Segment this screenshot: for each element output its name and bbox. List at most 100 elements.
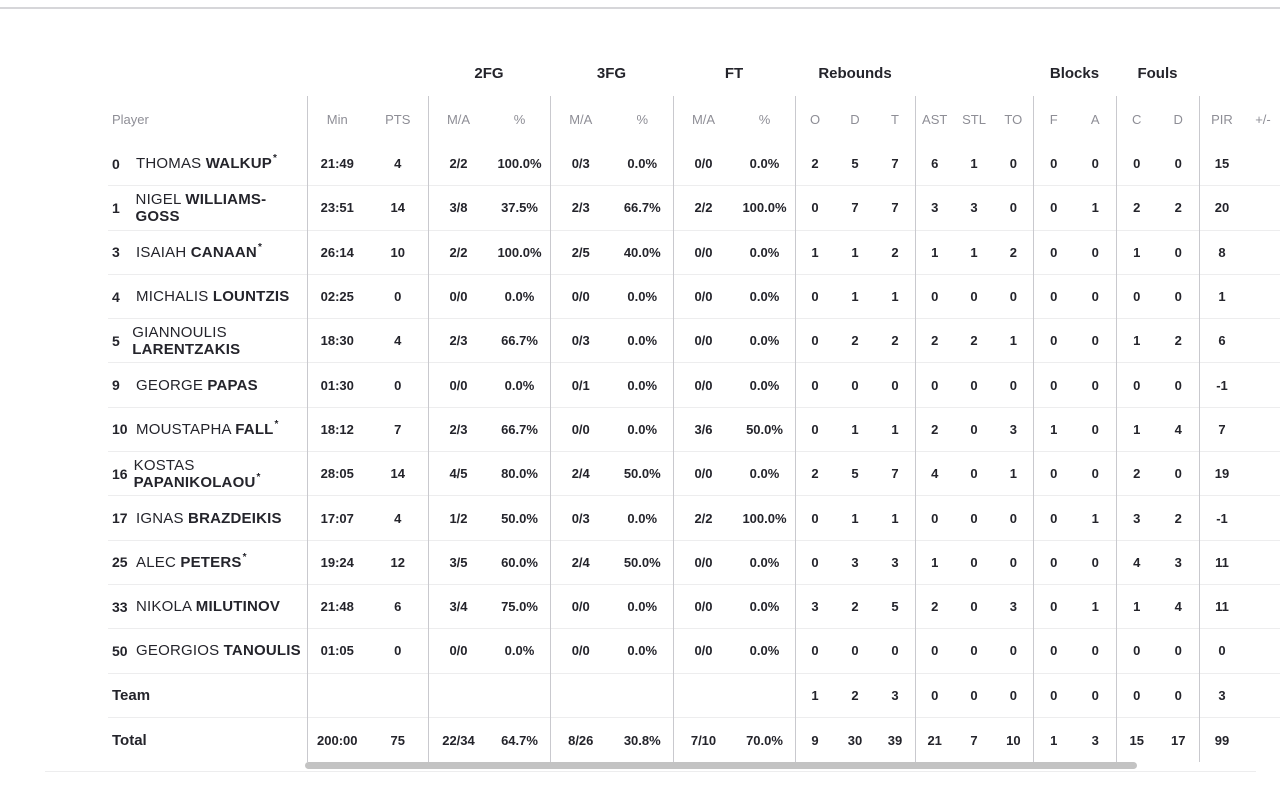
player-name[interactable]: ISAIAH CANAAN*	[136, 241, 263, 261]
player-name[interactable]: KOSTAS PAPANIKOLAOU*	[133, 456, 261, 491]
stat-ba: 0	[1091, 289, 1099, 305]
stat-stl: 0	[970, 687, 978, 703]
stat-pir: -1	[1216, 377, 1228, 393]
stat-ft: 3/6	[694, 421, 713, 437]
player-row: 3 ISAIAH CANAAN* 26:14 10 2/2 100.0% 2/5 40.0% 0…	[108, 231, 1280, 275]
stat-stl: 0	[970, 554, 978, 570]
stat-d: 2	[851, 333, 859, 349]
stat-ast: 2	[931, 333, 939, 349]
player-cell: 9 GEORGE PAPAS	[108, 377, 307, 394]
stat-stl: 0	[970, 466, 978, 482]
stat-fg3p: 40.0%	[623, 244, 661, 260]
horizontal-scrollbar-thumb[interactable]	[305, 762, 1137, 769]
stat-ft: 7/10	[690, 732, 717, 748]
col-header-3fg-pct: %	[636, 111, 649, 127]
stat-bf: 0	[1050, 554, 1058, 570]
stat-fg3: 0/3	[571, 156, 590, 172]
player-name[interactable]: GIANNOULIS LARENTZAKIS	[132, 323, 241, 358]
stat-pir: -1	[1216, 510, 1228, 526]
stat-o: 0	[811, 377, 819, 393]
stat-fg3: 0/0	[571, 643, 590, 659]
player-name[interactable]: THOMAS WALKUP*	[136, 153, 278, 173]
stat-fg2p: 100.0%	[497, 244, 542, 260]
player-name[interactable]: NIGEL WILLIAMS-GOSS	[135, 190, 267, 225]
player-cell: 4 MICHALIS LOUNTZIS	[108, 288, 307, 305]
row-label: Total	[112, 731, 147, 749]
stat-ft: 0/0	[694, 554, 713, 570]
col-header-min: Min	[326, 111, 348, 127]
stat-fg2: 0/0	[449, 289, 468, 305]
stat-fg2: 3/4	[449, 599, 468, 615]
stat-fg2p: 50.0%	[501, 510, 538, 526]
stat-fd: 2	[1174, 200, 1182, 216]
stat-stl: 0	[970, 510, 978, 526]
col-header-ast: AST	[922, 111, 948, 127]
stat-ast: 2	[931, 599, 939, 615]
stat-pts: 12	[390, 554, 405, 570]
stat-pir: 3	[1218, 687, 1226, 703]
bottom-divider	[45, 771, 1256, 772]
col-header-pts: PTS	[385, 111, 411, 127]
stat-fg3: 2/3	[571, 200, 590, 216]
table-body: 0 THOMAS WALKUP* 21:49 4 2/2 100.0% 0/3 0.0% 0/0…	[108, 142, 1280, 762]
stat-fd: 0	[1174, 289, 1182, 305]
stat-t: 39	[887, 732, 903, 748]
stat-fg2p: 66.7%	[501, 333, 538, 349]
player-cell: Team	[108, 687, 307, 704]
stat-ftp: 100.0%	[742, 200, 787, 216]
stat-fg3: 2/4	[571, 466, 590, 482]
stat-bf: 0	[1050, 599, 1058, 615]
stat-min: 21:48	[320, 599, 354, 615]
stat-ftp: 0.0%	[749, 599, 780, 615]
stat-t: 5	[891, 599, 899, 615]
stat-pts: 7	[394, 421, 402, 437]
stat-pir: 11	[1215, 554, 1229, 570]
stat-fg3p: 0.0%	[627, 421, 658, 437]
stat-bf: 0	[1050, 333, 1058, 349]
stat-ft: 0/0	[694, 377, 713, 393]
stat-fg3p: 66.7%	[623, 200, 661, 216]
stat-fg2p: 64.7%	[501, 732, 538, 748]
stat-pts: 14	[390, 466, 405, 482]
jersey-number: 9	[112, 377, 120, 394]
stat-ft: 0/0	[694, 289, 713, 305]
stat-min: 18:12	[320, 421, 354, 437]
player-cell: 33 NIKOLA MILUTINOV	[108, 598, 307, 615]
player-name[interactable]: NIKOLA MILUTINOV	[136, 598, 281, 616]
stat-ftp: 50.0%	[746, 421, 783, 437]
player-name[interactable]: GEORGE PAPAS	[136, 376, 258, 394]
stat-pts: 0	[394, 377, 402, 393]
stat-o: 0	[811, 554, 819, 570]
stat-fg3: 0/1	[571, 377, 590, 393]
stat-ba: 0	[1091, 377, 1099, 393]
stat-ft: 0/0	[694, 466, 713, 482]
stat-o: 0	[811, 333, 819, 349]
player-name[interactable]: MICHALIS LOUNTZIS	[136, 288, 290, 306]
player-name[interactable]: IGNAS BRAZDEIKIS	[136, 509, 282, 527]
stat-min: 28:05	[320, 466, 354, 482]
group-2fg-label: 2FG	[474, 64, 504, 82]
jersey-number: 10	[112, 421, 128, 438]
column-divider	[1199, 96, 1200, 762]
stat-pir: 20	[1214, 200, 1230, 216]
stat-to: 3	[1009, 599, 1017, 615]
col-header-reb-t: T	[891, 111, 899, 127]
jersey-number: 17	[112, 510, 128, 527]
total-row: Total 200:00 75 22/34 64.7% 8/26 30.8% 7/10 70.0…	[108, 718, 1280, 762]
jersey-number: 4	[112, 288, 120, 305]
player-name[interactable]: GEORGIOS TANOULIS	[136, 642, 301, 660]
player-row: 25 ALEC PETERS* 19:24 12 3/5 60.0% 2/4 50.0% 0/0…	[108, 541, 1280, 585]
player-name[interactable]: ALEC PETERS*	[136, 551, 247, 571]
stat-bf: 0	[1050, 466, 1058, 482]
stat-fd: 4	[1174, 421, 1182, 437]
player-name[interactable]: MOUSTAPHA FALL*	[136, 418, 279, 438]
stat-fg3: 8/26	[568, 732, 594, 748]
starter-asterisk: *	[257, 241, 263, 253]
stat-d: 3	[851, 554, 859, 570]
player-row: 16 KOSTAS PAPANIKOLAOU* 28:05 14 4/5 80.0% 2/4…	[108, 452, 1280, 497]
player-row: 4 MICHALIS LOUNTZIS 02:25 0 0/0 0.0% 0/0 0.0% 0/…	[108, 275, 1280, 320]
stat-ba: 0	[1091, 554, 1099, 570]
stat-pir: 11	[1215, 599, 1229, 615]
col-header-reb-o: O	[809, 111, 821, 127]
stat-fc: 15	[1129, 732, 1144, 748]
